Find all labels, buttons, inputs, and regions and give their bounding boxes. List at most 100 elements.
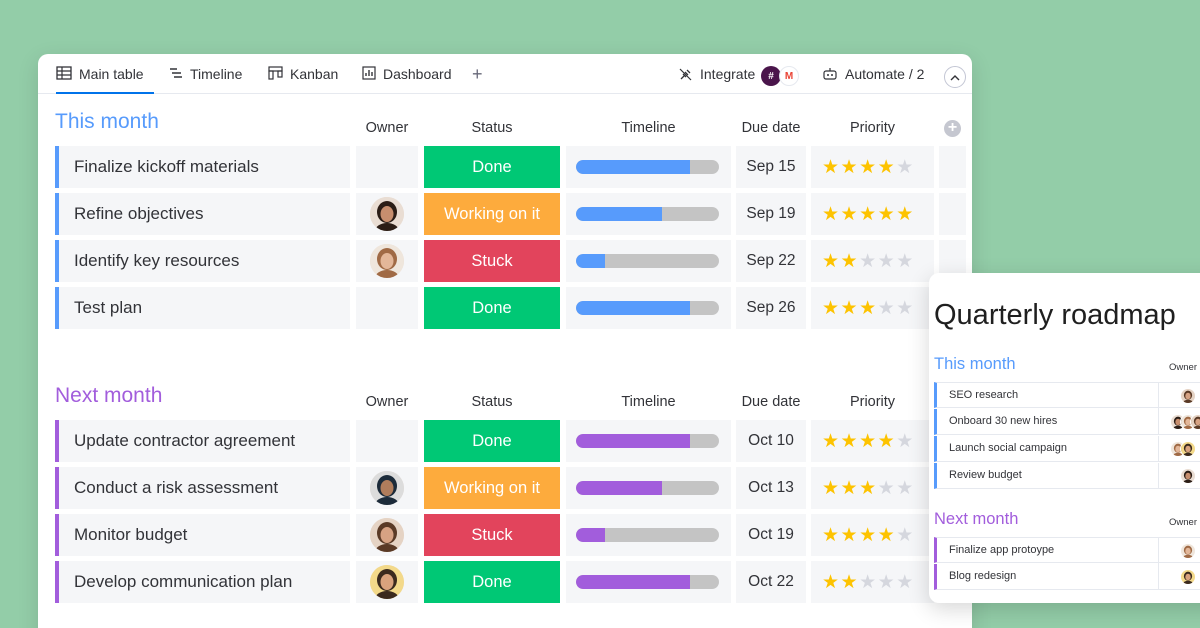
- star-icon[interactable]: ★: [840, 251, 860, 272]
- star-icon[interactable]: ★: [877, 157, 897, 178]
- star-icon[interactable]: ★: [896, 431, 915, 452]
- status-label[interactable]: Working on it: [424, 467, 560, 509]
- column-header-timeline[interactable]: Timeline: [621, 120, 676, 136]
- star-icon[interactable]: ★: [822, 298, 841, 319]
- table-row[interactable]: Identify key resources Stuck Sep 22 ★★★★★: [55, 240, 966, 282]
- star-icon[interactable]: ★: [859, 298, 878, 319]
- column-header-owner[interactable]: Owner: [365, 394, 409, 410]
- table-row[interactable]: Test plan Done Sep 26 ★★★★★: [55, 287, 966, 329]
- star-icon[interactable]: ★: [877, 251, 897, 272]
- collapse-button[interactable]: [944, 66, 966, 88]
- owner-cell[interactable]: [356, 193, 418, 235]
- list-item[interactable]: SEO research: [934, 382, 1200, 409]
- star-icon[interactable]: ★: [840, 431, 860, 452]
- integrate-button[interactable]: Integrate: [678, 66, 755, 82]
- item-name-cell[interactable]: Test plan: [55, 287, 350, 329]
- star-icon[interactable]: ★: [877, 298, 897, 319]
- owner-cell[interactable]: [356, 420, 418, 462]
- timeline-cell[interactable]: [566, 514, 731, 556]
- owner-cell[interactable]: [356, 287, 418, 329]
- star-icon[interactable]: ★: [822, 251, 841, 272]
- add-view-button[interactable]: +: [472, 64, 483, 84]
- item-name-cell[interactable]: Develop communication plan: [55, 561, 350, 603]
- item-name-cell[interactable]: Refine objectives: [55, 193, 350, 235]
- due-date[interactable]: Oct 13: [736, 467, 806, 509]
- status-label[interactable]: Stuck: [424, 240, 560, 282]
- item-name-cell[interactable]: Finalize kickoff materials: [55, 146, 350, 188]
- star-icon[interactable]: ★: [840, 525, 860, 546]
- column-header-priority[interactable]: Priority: [849, 394, 896, 410]
- star-icon[interactable]: ★: [896, 478, 915, 499]
- status-label[interactable]: Done: [424, 561, 560, 603]
- priority-rating[interactable]: ★★★★★: [811, 193, 934, 235]
- table-row[interactable]: Conduct a risk assessment Working on it Oc…: [55, 467, 966, 509]
- column-header-priority[interactable]: Priority: [849, 120, 896, 136]
- timeline-cell[interactable]: [566, 193, 731, 235]
- due-date[interactable]: Sep 15: [736, 146, 806, 188]
- status-label[interactable]: Done: [424, 420, 560, 462]
- priority-rating[interactable]: ★★★★★: [811, 146, 934, 188]
- column-header-status[interactable]: Status: [471, 120, 513, 136]
- owner-cell[interactable]: [356, 240, 418, 282]
- priority-rating[interactable]: ★★★★★: [811, 561, 934, 603]
- table-row[interactable]: Refine objectives Working on it Sep 19 ★★★★…: [55, 193, 966, 235]
- list-item[interactable]: Blog redesign: [934, 564, 1200, 590]
- due-date[interactable]: Oct 10: [736, 420, 806, 462]
- star-icon[interactable]: ★: [896, 204, 915, 225]
- group-title-next-month[interactable]: Next month: [55, 384, 163, 407]
- star-icon[interactable]: ★: [877, 478, 897, 499]
- list-item[interactable]: Launch social campaign: [934, 436, 1200, 462]
- status-label[interactable]: Working on it: [424, 193, 560, 235]
- table-row[interactable]: Develop communication plan Done Oct 22 ★★★★…: [55, 561, 966, 603]
- priority-rating[interactable]: ★★★★★: [811, 467, 934, 509]
- owner-cell[interactable]: [356, 467, 418, 509]
- timeline-cell[interactable]: [566, 287, 731, 329]
- tab-dashboard[interactable]: Dashboard: [362, 66, 452, 94]
- tab-main-table[interactable]: Main table: [56, 66, 154, 94]
- column-header-due-date[interactable]: Due date: [741, 394, 801, 410]
- star-icon[interactable]: ★: [822, 478, 841, 499]
- table-row[interactable]: Finalize kickoff materials Done Sep 15 ★★★★…: [55, 146, 966, 188]
- star-icon[interactable]: ★: [840, 572, 860, 593]
- item-name-cell[interactable]: Conduct a risk assessment: [55, 467, 350, 509]
- timeline-cell[interactable]: [566, 467, 731, 509]
- star-icon[interactable]: ★: [859, 525, 878, 546]
- star-icon[interactable]: ★: [859, 431, 878, 452]
- star-icon[interactable]: ★: [896, 157, 915, 178]
- list-item[interactable]: Review budget: [934, 463, 1200, 489]
- owner-cell[interactable]: [356, 514, 418, 556]
- star-icon[interactable]: ★: [822, 204, 841, 225]
- timeline-cell[interactable]: [566, 240, 731, 282]
- priority-rating[interactable]: ★★★★★: [811, 420, 934, 462]
- priority-rating[interactable]: ★★★★★: [811, 240, 934, 282]
- column-header-timeline[interactable]: Timeline: [621, 394, 676, 410]
- item-name-cell[interactable]: Monitor budget: [55, 514, 350, 556]
- table-row[interactable]: Update contractor agreement Done Oct 10 ★★★…: [55, 420, 966, 462]
- priority-rating[interactable]: ★★★★★: [811, 287, 934, 329]
- star-icon[interactable]: ★: [822, 572, 841, 593]
- star-icon[interactable]: ★: [840, 478, 860, 499]
- item-name-cell[interactable]: Identify key resources: [55, 240, 350, 282]
- timeline-cell[interactable]: [566, 146, 731, 188]
- star-icon[interactable]: ★: [859, 157, 878, 178]
- due-date[interactable]: Oct 19: [736, 514, 806, 556]
- automate-button[interactable]: Automate / 2: [822, 66, 924, 82]
- timeline-cell[interactable]: [566, 420, 731, 462]
- due-date[interactable]: Sep 19: [736, 193, 806, 235]
- star-icon[interactable]: ★: [877, 572, 897, 593]
- star-icon[interactable]: ★: [859, 478, 878, 499]
- star-icon[interactable]: ★: [896, 525, 915, 546]
- star-icon[interactable]: ★: [896, 572, 915, 593]
- star-icon[interactable]: ★: [822, 431, 841, 452]
- status-label[interactable]: Done: [424, 287, 560, 329]
- list-item[interactable]: Onboard 30 new hires: [934, 409, 1200, 435]
- add-column-button[interactable]: +: [944, 120, 961, 137]
- column-header-owner[interactable]: Owner: [365, 120, 409, 136]
- star-icon[interactable]: ★: [896, 298, 915, 319]
- star-icon[interactable]: ★: [859, 204, 878, 225]
- star-icon[interactable]: ★: [877, 431, 897, 452]
- status-label[interactable]: Stuck: [424, 514, 560, 556]
- star-icon[interactable]: ★: [877, 525, 897, 546]
- star-icon[interactable]: ★: [859, 572, 878, 593]
- priority-rating[interactable]: ★★★★★: [811, 514, 934, 556]
